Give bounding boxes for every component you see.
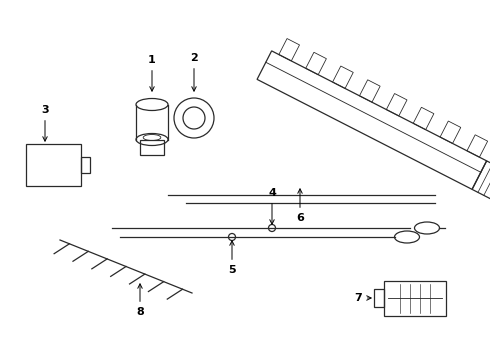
Text: 5: 5 [228, 241, 236, 275]
Text: 7: 7 [354, 293, 371, 303]
Text: 1: 1 [148, 55, 156, 91]
Text: 2: 2 [190, 53, 198, 91]
Text: 4: 4 [268, 188, 276, 224]
Text: 3: 3 [41, 105, 49, 141]
Text: 8: 8 [136, 284, 144, 317]
Text: 6: 6 [296, 189, 304, 223]
